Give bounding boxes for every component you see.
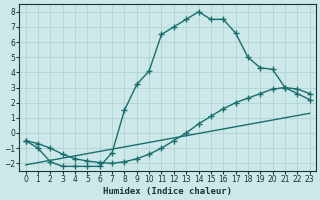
X-axis label: Humidex (Indice chaleur): Humidex (Indice chaleur) [103, 187, 232, 196]
